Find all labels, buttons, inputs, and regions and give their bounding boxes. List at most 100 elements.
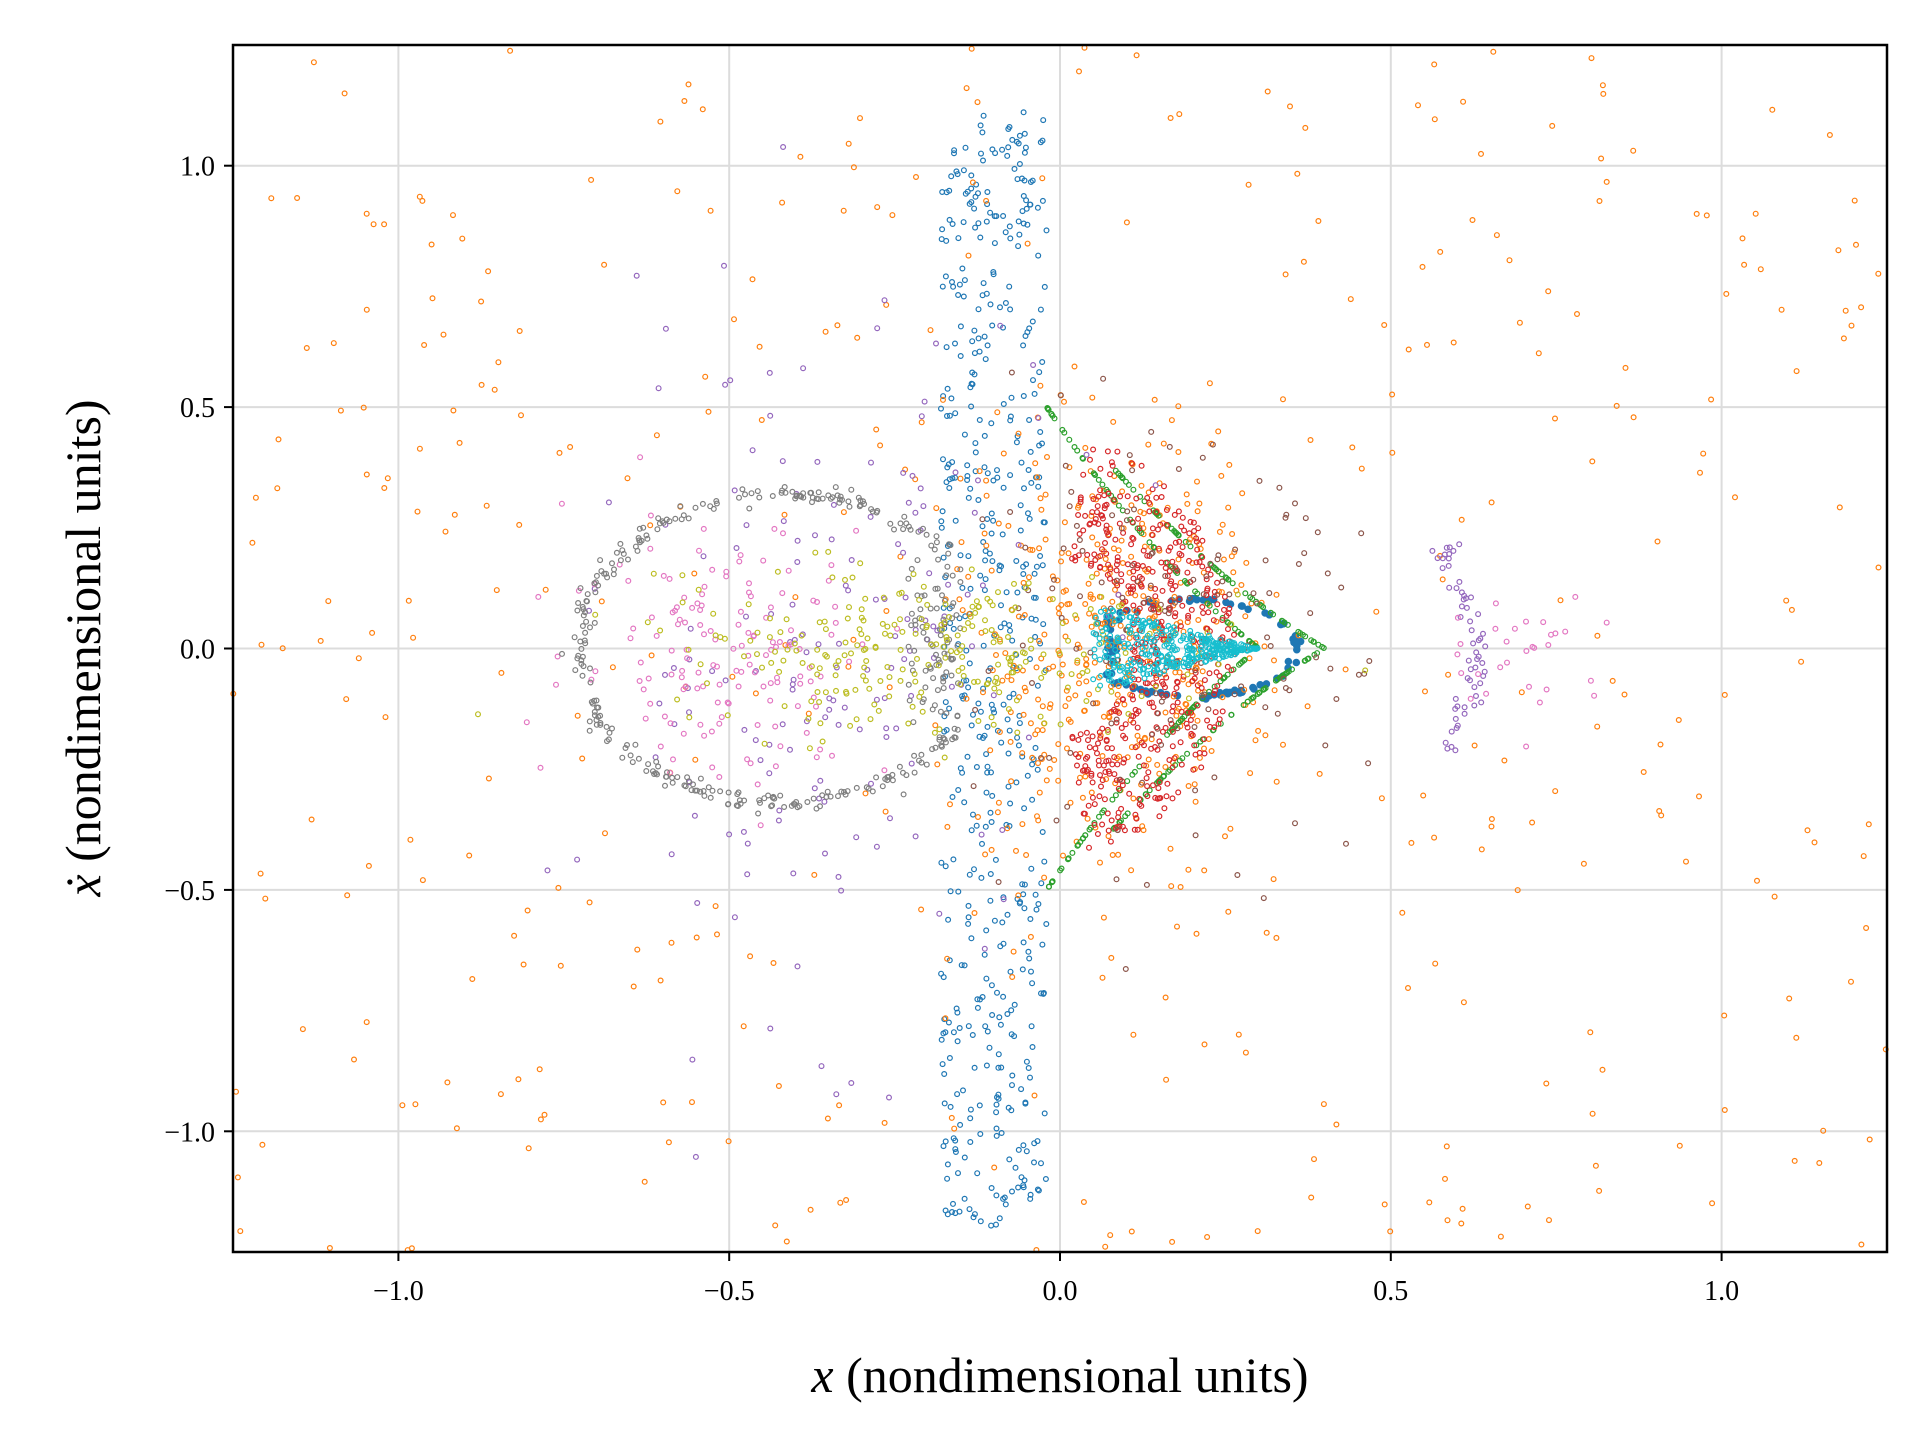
scatter-point bbox=[745, 580, 752, 587]
scatter-point bbox=[1006, 223, 1013, 230]
scatter-point bbox=[949, 221, 956, 228]
scatter-point bbox=[1307, 610, 1314, 617]
scatter-point bbox=[1022, 544, 1029, 551]
scatter-point bbox=[721, 635, 728, 642]
scatter-point bbox=[1117, 677, 1124, 684]
scatter-point bbox=[958, 539, 965, 546]
scatter-point bbox=[1471, 684, 1478, 691]
scatter-point bbox=[1169, 558, 1176, 565]
scatter-point bbox=[1479, 659, 1486, 666]
scatter-point bbox=[858, 606, 865, 613]
scatter-point bbox=[918, 906, 925, 913]
scatter-point bbox=[995, 1051, 1002, 1058]
scatter-point bbox=[884, 623, 891, 630]
scatter-point bbox=[912, 509, 919, 516]
scatter-point bbox=[999, 531, 1006, 538]
scatter-point bbox=[1103, 736, 1110, 743]
scatter-point bbox=[1041, 858, 1048, 865]
scatter-point bbox=[1302, 515, 1309, 522]
scatter-point bbox=[268, 195, 275, 202]
scatter-point bbox=[762, 652, 769, 659]
scatter-point bbox=[1140, 525, 1147, 532]
scatter-point bbox=[674, 774, 681, 781]
scatter-point bbox=[991, 917, 998, 924]
scatter-point bbox=[1007, 738, 1014, 745]
scatter-point bbox=[957, 578, 964, 585]
scatter-point bbox=[1140, 510, 1147, 517]
scatter-point bbox=[1264, 634, 1271, 641]
scatter-point bbox=[1206, 670, 1213, 677]
scatter-point bbox=[1184, 724, 1191, 731]
scatter-point bbox=[779, 721, 786, 728]
scatter-point bbox=[861, 664, 868, 671]
scatter-point bbox=[1263, 929, 1270, 936]
scatter-point bbox=[1278, 617, 1285, 624]
scatter-point bbox=[980, 685, 987, 692]
scatter-point bbox=[968, 199, 975, 206]
scatter-point bbox=[812, 703, 819, 710]
scatter-point bbox=[811, 871, 818, 878]
scatter-point bbox=[725, 789, 732, 796]
scatter-point bbox=[1030, 362, 1037, 369]
scatter-point bbox=[983, 927, 990, 934]
scatter-point bbox=[1104, 571, 1111, 578]
scatter-point bbox=[766, 770, 773, 777]
scatter-point bbox=[1098, 546, 1105, 553]
scatter-point bbox=[1147, 582, 1154, 589]
scatter-point bbox=[984, 763, 991, 770]
scatter-point bbox=[1105, 532, 1112, 539]
scatter-point bbox=[980, 280, 987, 287]
scatter-point bbox=[1015, 742, 1022, 749]
scatter-point bbox=[1162, 709, 1169, 716]
scatter-point bbox=[1005, 655, 1012, 662]
scatter-point bbox=[1211, 687, 1218, 694]
scatter-point bbox=[1148, 428, 1155, 435]
scatter-point bbox=[651, 770, 658, 777]
scatter-point bbox=[1159, 587, 1166, 594]
scatter-point bbox=[999, 677, 1006, 684]
scatter-point bbox=[579, 672, 586, 679]
scatter-point bbox=[516, 521, 523, 528]
scatter-point bbox=[695, 669, 702, 676]
scatter-point bbox=[1196, 558, 1203, 565]
scatter-point bbox=[948, 648, 955, 655]
scatter-point bbox=[981, 951, 988, 958]
scatter-point bbox=[1314, 529, 1321, 536]
scatter-point bbox=[1025, 948, 1032, 955]
scatter-point bbox=[1129, 674, 1136, 681]
scatter-point bbox=[629, 759, 636, 766]
scatter-point bbox=[767, 697, 774, 704]
scatter-point bbox=[1004, 825, 1011, 832]
scatter-point bbox=[1472, 664, 1479, 671]
scatter-point bbox=[414, 508, 421, 515]
scatter-point bbox=[1037, 1160, 1044, 1167]
scatter-point bbox=[994, 474, 1001, 481]
scatter-point bbox=[967, 1138, 974, 1145]
scatter-point bbox=[781, 511, 788, 518]
scatter-point bbox=[1133, 52, 1140, 59]
scatter-point bbox=[1816, 1159, 1823, 1166]
scatter-point bbox=[419, 197, 426, 204]
scatter-point bbox=[1086, 744, 1093, 751]
scatter-point bbox=[478, 381, 485, 388]
scatter-point bbox=[967, 585, 974, 592]
scatter-point bbox=[672, 515, 679, 522]
scatter-point bbox=[950, 600, 957, 607]
scatter-point bbox=[975, 603, 982, 610]
scatter-point bbox=[1064, 601, 1071, 608]
scatter-point bbox=[731, 914, 738, 921]
scatter-point bbox=[1002, 1201, 1009, 1208]
scatter-point bbox=[970, 783, 977, 790]
scatter-point bbox=[950, 856, 957, 863]
scatter-point bbox=[1419, 263, 1426, 270]
scatter-point bbox=[890, 526, 897, 533]
scatter-point bbox=[237, 1228, 244, 1235]
scatter-point bbox=[1181, 577, 1188, 584]
scatter-point bbox=[1162, 564, 1169, 571]
scatter-point bbox=[1089, 779, 1096, 786]
scatter-point bbox=[990, 721, 997, 728]
scatter-point bbox=[1184, 569, 1191, 576]
scatter-point bbox=[741, 726, 748, 733]
scatter-point bbox=[938, 970, 945, 977]
y-tick-label: −1.0 bbox=[164, 1117, 215, 1148]
